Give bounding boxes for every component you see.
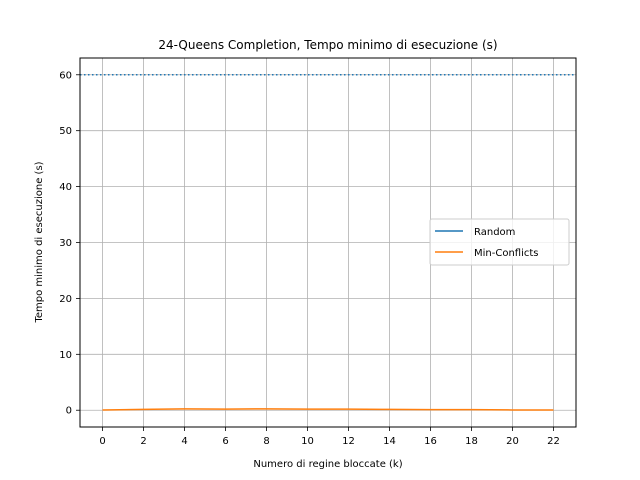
x-tick-label: 2 <box>140 436 146 447</box>
x-ticks: 0 2 4 6 8 10 12 14 16 18 20 22 <box>99 427 560 447</box>
legend: Random Min-Conflicts <box>429 218 570 266</box>
y-tick-label: 40 <box>59 182 72 193</box>
x-tick-label: 8 <box>263 436 269 447</box>
y-axis-label: Tempo minimo di esecuzione (s) <box>34 161 45 323</box>
y-tick-label: 20 <box>59 294 72 305</box>
x-tick-label: 20 <box>506 436 519 447</box>
x-tick-label: 14 <box>383 436 396 447</box>
y-tick-label: 60 <box>59 70 72 81</box>
y-ticks: 0 10 20 30 40 50 60 <box>59 70 80 417</box>
legend-box <box>429 218 570 266</box>
x-axis-label: Numero di regine bloccate (k) <box>253 459 402 470</box>
legend-label-random: Random <box>474 227 515 238</box>
series-line-min-conflicts <box>102 408 554 411</box>
chart-title: 24-Queens Completion, Tempo minimo di es… <box>158 38 497 52</box>
y-tick-label: 30 <box>59 238 72 249</box>
y-tick-label: 50 <box>59 126 72 137</box>
x-tick-label: 22 <box>547 436 560 447</box>
x-tick-label: 16 <box>424 436 437 447</box>
x-tick-label: 12 <box>342 436 355 447</box>
x-tick-label: 6 <box>222 436 228 447</box>
x-tick-label: 4 <box>181 436 187 447</box>
x-tick-label: 18 <box>465 436 478 447</box>
y-tick-label: 0 <box>66 406 72 417</box>
y-tick-label: 10 <box>59 350 72 361</box>
x-tick-label: 10 <box>301 436 314 447</box>
legend-label-min-conflicts: Min-Conflicts <box>474 248 539 259</box>
series-lines <box>80 74 576 411</box>
x-tick-label: 0 <box>99 436 105 447</box>
